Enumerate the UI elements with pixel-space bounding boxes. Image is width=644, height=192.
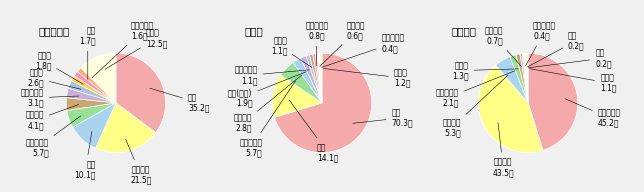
Wedge shape — [317, 53, 322, 103]
Text: 韓国
14.1％: 韓国 14.1％ — [289, 100, 338, 162]
Text: ロシア
1.3％: ロシア 1.3％ — [452, 61, 518, 80]
Text: タイ
1.7％: タイ 1.7％ — [79, 26, 96, 80]
Text: ブラジル
43.5％: ブラジル 43.5％ — [493, 122, 514, 177]
Text: フィリピン
1.1％: フィリピン 1.1％ — [234, 66, 309, 85]
Wedge shape — [68, 81, 116, 103]
Wedge shape — [315, 53, 322, 103]
Wedge shape — [73, 103, 116, 148]
Wedge shape — [309, 54, 322, 103]
Text: 中国
70.3％: 中国 70.3％ — [353, 108, 413, 127]
Wedge shape — [525, 53, 528, 103]
Text: スリランカ
2.1％: スリランカ 2.1％ — [435, 71, 515, 108]
Wedge shape — [524, 53, 528, 103]
Wedge shape — [281, 63, 322, 103]
Text: 中国
35.2％: 中国 35.2％ — [149, 88, 209, 113]
Wedge shape — [496, 57, 528, 103]
Wedge shape — [522, 53, 528, 103]
Wedge shape — [520, 54, 528, 103]
Wedge shape — [478, 65, 543, 153]
Text: コロンビア
1.6％: コロンビア 1.6％ — [92, 21, 154, 78]
Text: ベトナム
0.7％: ベトナム 0.7％ — [485, 26, 522, 66]
Text: ベトナム
0.6％: ベトナム 0.6％ — [320, 21, 365, 66]
Wedge shape — [116, 53, 166, 133]
Text: トルコ
2.6％: トルコ 2.6％ — [27, 68, 81, 89]
Wedge shape — [66, 88, 116, 103]
Wedge shape — [516, 54, 528, 103]
Wedge shape — [293, 58, 322, 103]
Wedge shape — [301, 56, 322, 103]
Text: スリランカ
0.4％: スリランカ 0.4％ — [321, 34, 405, 67]
Text: その他
1.1％: その他 1.1％ — [529, 69, 617, 93]
Wedge shape — [272, 75, 322, 117]
Text: フィリピン
5.7％: フィリピン 5.7％ — [26, 116, 80, 157]
Text: パキスタン
3.1％: パキスタン 3.1％ — [21, 88, 79, 108]
Text: グアテマラ
0.8％: グアテマラ 0.8％ — [305, 21, 328, 66]
Wedge shape — [67, 103, 116, 127]
Wedge shape — [524, 53, 528, 103]
Text: その他
12.5％: その他 12.5％ — [105, 29, 167, 69]
Text: ロシア
1.1％: ロシア 1.1％ — [270, 36, 312, 67]
Text: ブラジル
2.8％: ブラジル 2.8％ — [234, 75, 302, 132]
Wedge shape — [77, 68, 116, 103]
Wedge shape — [95, 103, 156, 153]
Text: 総検挙件数: 総検挙件数 — [39, 26, 70, 36]
Text: 自動車盗: 自動車盗 — [451, 26, 476, 36]
Text: パキスタン
45.2％: パキスタン 45.2％ — [565, 99, 621, 127]
Text: 中国(台湾)
1.9％: 中国(台湾) 1.9％ — [228, 72, 307, 108]
Wedge shape — [66, 98, 116, 110]
Wedge shape — [528, 53, 578, 150]
Text: ブラジル
21.5％: ブラジル 21.5％ — [126, 139, 151, 185]
Wedge shape — [313, 54, 322, 103]
Text: 侵入盗: 侵入盗 — [245, 26, 264, 36]
Text: 韓国
0.2％: 韓国 0.2％ — [528, 48, 612, 68]
Text: ペルー
1.8％: ペルー 1.8％ — [35, 51, 83, 84]
Text: 韓国
10.1％: 韓国 10.1％ — [75, 131, 96, 180]
Text: 中国
0.2％: 中国 0.2％ — [527, 31, 585, 67]
Wedge shape — [80, 53, 116, 103]
Wedge shape — [318, 53, 322, 103]
Text: パラグアイ
0.4％: パラグアイ 0.4％ — [526, 21, 556, 66]
Wedge shape — [74, 71, 116, 103]
Wedge shape — [71, 76, 116, 103]
Text: その他
1.2％: その他 1.2％ — [323, 68, 411, 88]
Text: コロンビア
5.7％: コロンビア 5.7％ — [239, 81, 296, 157]
Wedge shape — [510, 55, 528, 103]
Wedge shape — [306, 55, 322, 103]
Text: ベトナム
4.1％: ベトナム 4.1％ — [25, 105, 79, 130]
Wedge shape — [274, 53, 372, 153]
Text: イギリス
5.3％: イギリス 5.3％ — [442, 75, 508, 137]
